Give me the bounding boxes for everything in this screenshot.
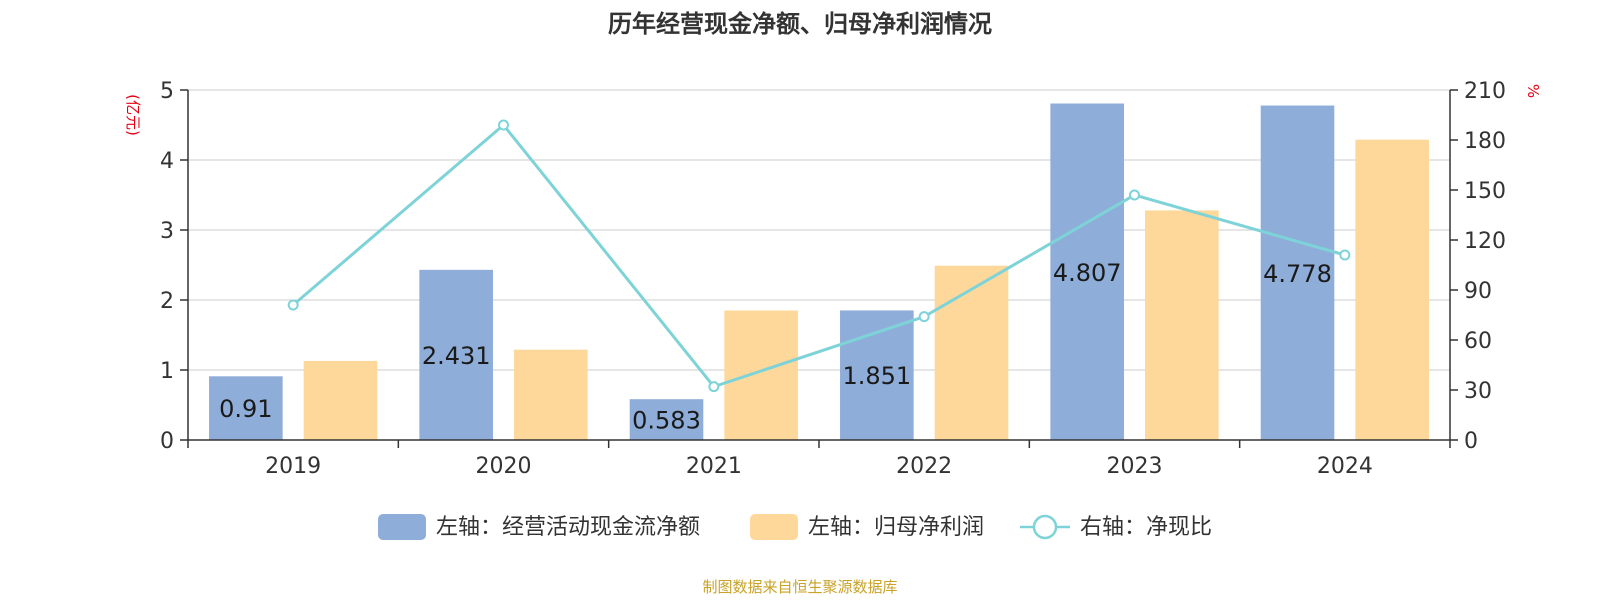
legend-label-ratio[interactable]: 右轴：净现比	[1080, 515, 1212, 540]
x-tick-label: 2020	[476, 454, 532, 479]
ratio-point	[1339, 249, 1351, 261]
data-label-cashflow: 0.583	[632, 407, 701, 435]
ratio-polyline	[292, 122, 1346, 389]
ratio-line	[287, 119, 1351, 393]
data-label-cashflow: 0.91	[219, 395, 272, 423]
right-tick-label: 120	[1464, 229, 1506, 254]
legend-label-profit[interactable]: 左轴：归母净利润	[808, 515, 984, 540]
bar-profit	[724, 310, 798, 440]
bar-cashflow	[1260, 105, 1335, 440]
gridlines	[188, 89, 1450, 371]
left-axis-unit: (亿元)	[124, 94, 142, 136]
legend-marker-ratio[interactable]	[1032, 514, 1058, 540]
x-tick-label: 2021	[686, 454, 742, 479]
x-tick-label: 2024	[1317, 454, 1373, 479]
left-tick-label: 5	[160, 79, 174, 104]
left-tick-label: 1	[160, 359, 174, 384]
data-label-cashflow: 2.431	[422, 342, 491, 370]
ratio-point	[287, 299, 299, 311]
x-tick-label: 2023	[1107, 454, 1163, 479]
bar-profit	[1355, 139, 1429, 440]
bar-profit	[934, 265, 1009, 440]
right-tick-label: 150	[1464, 179, 1506, 204]
right-axis-unit: %	[1524, 84, 1542, 98]
bars	[209, 103, 1429, 440]
legend-swatch-profit[interactable]	[750, 514, 798, 540]
ratio-point	[918, 311, 930, 323]
bar-cashflow	[209, 376, 283, 440]
legend: 左轴：经营活动现金流净额 左轴：归母净利润 右轴：净现比	[378, 514, 1212, 540]
ratio-point	[1129, 189, 1140, 201]
left-tick-label: 0	[160, 429, 174, 454]
left-tick-label: 4	[160, 149, 174, 174]
bar-profit	[1145, 210, 1219, 440]
right-tick-label: 180	[1464, 129, 1506, 154]
bar-cashflow	[629, 399, 704, 440]
bar-profit	[303, 360, 378, 440]
left-tick-label: 3	[160, 219, 174, 244]
bar-profit	[514, 349, 588, 440]
left-tick-label: 2	[160, 289, 174, 314]
data-labels: 0.91 2.431 0.583 1.851 4.807 4.778	[219, 259, 1332, 435]
axes: 0 1 2 3 4 5 0 30 60 90 120 150 180 210 2019 2020 2021 202…	[160, 79, 1506, 479]
right-tick-label: 210	[1464, 79, 1506, 104]
legend-label-cashflow[interactable]: 左轴：经营活动现金流净额	[436, 515, 700, 540]
right-tick-label: 90	[1464, 279, 1492, 304]
x-tick-label: 2022	[896, 454, 952, 479]
data-label-cashflow: 4.778	[1263, 260, 1332, 288]
chart-title: 历年经营现金净额、归母净利润情况	[608, 10, 992, 38]
right-tick-label: 30	[1464, 379, 1492, 404]
legend-swatch-cashflow[interactable]	[378, 514, 426, 540]
ratio-point	[708, 381, 720, 393]
ratio-point	[498, 119, 509, 131]
right-tick-label: 0	[1464, 429, 1478, 454]
right-tick-label: 60	[1464, 329, 1492, 354]
data-label-cashflow: 1.851	[842, 362, 911, 390]
bar-cashflow	[419, 269, 493, 440]
source-note: 制图数据来自恒生聚源数据库	[702, 578, 897, 596]
data-label-cashflow: 4.807	[1053, 259, 1122, 287]
bar-cashflow	[1050, 103, 1124, 440]
x-tick-label: 2019	[265, 454, 321, 479]
